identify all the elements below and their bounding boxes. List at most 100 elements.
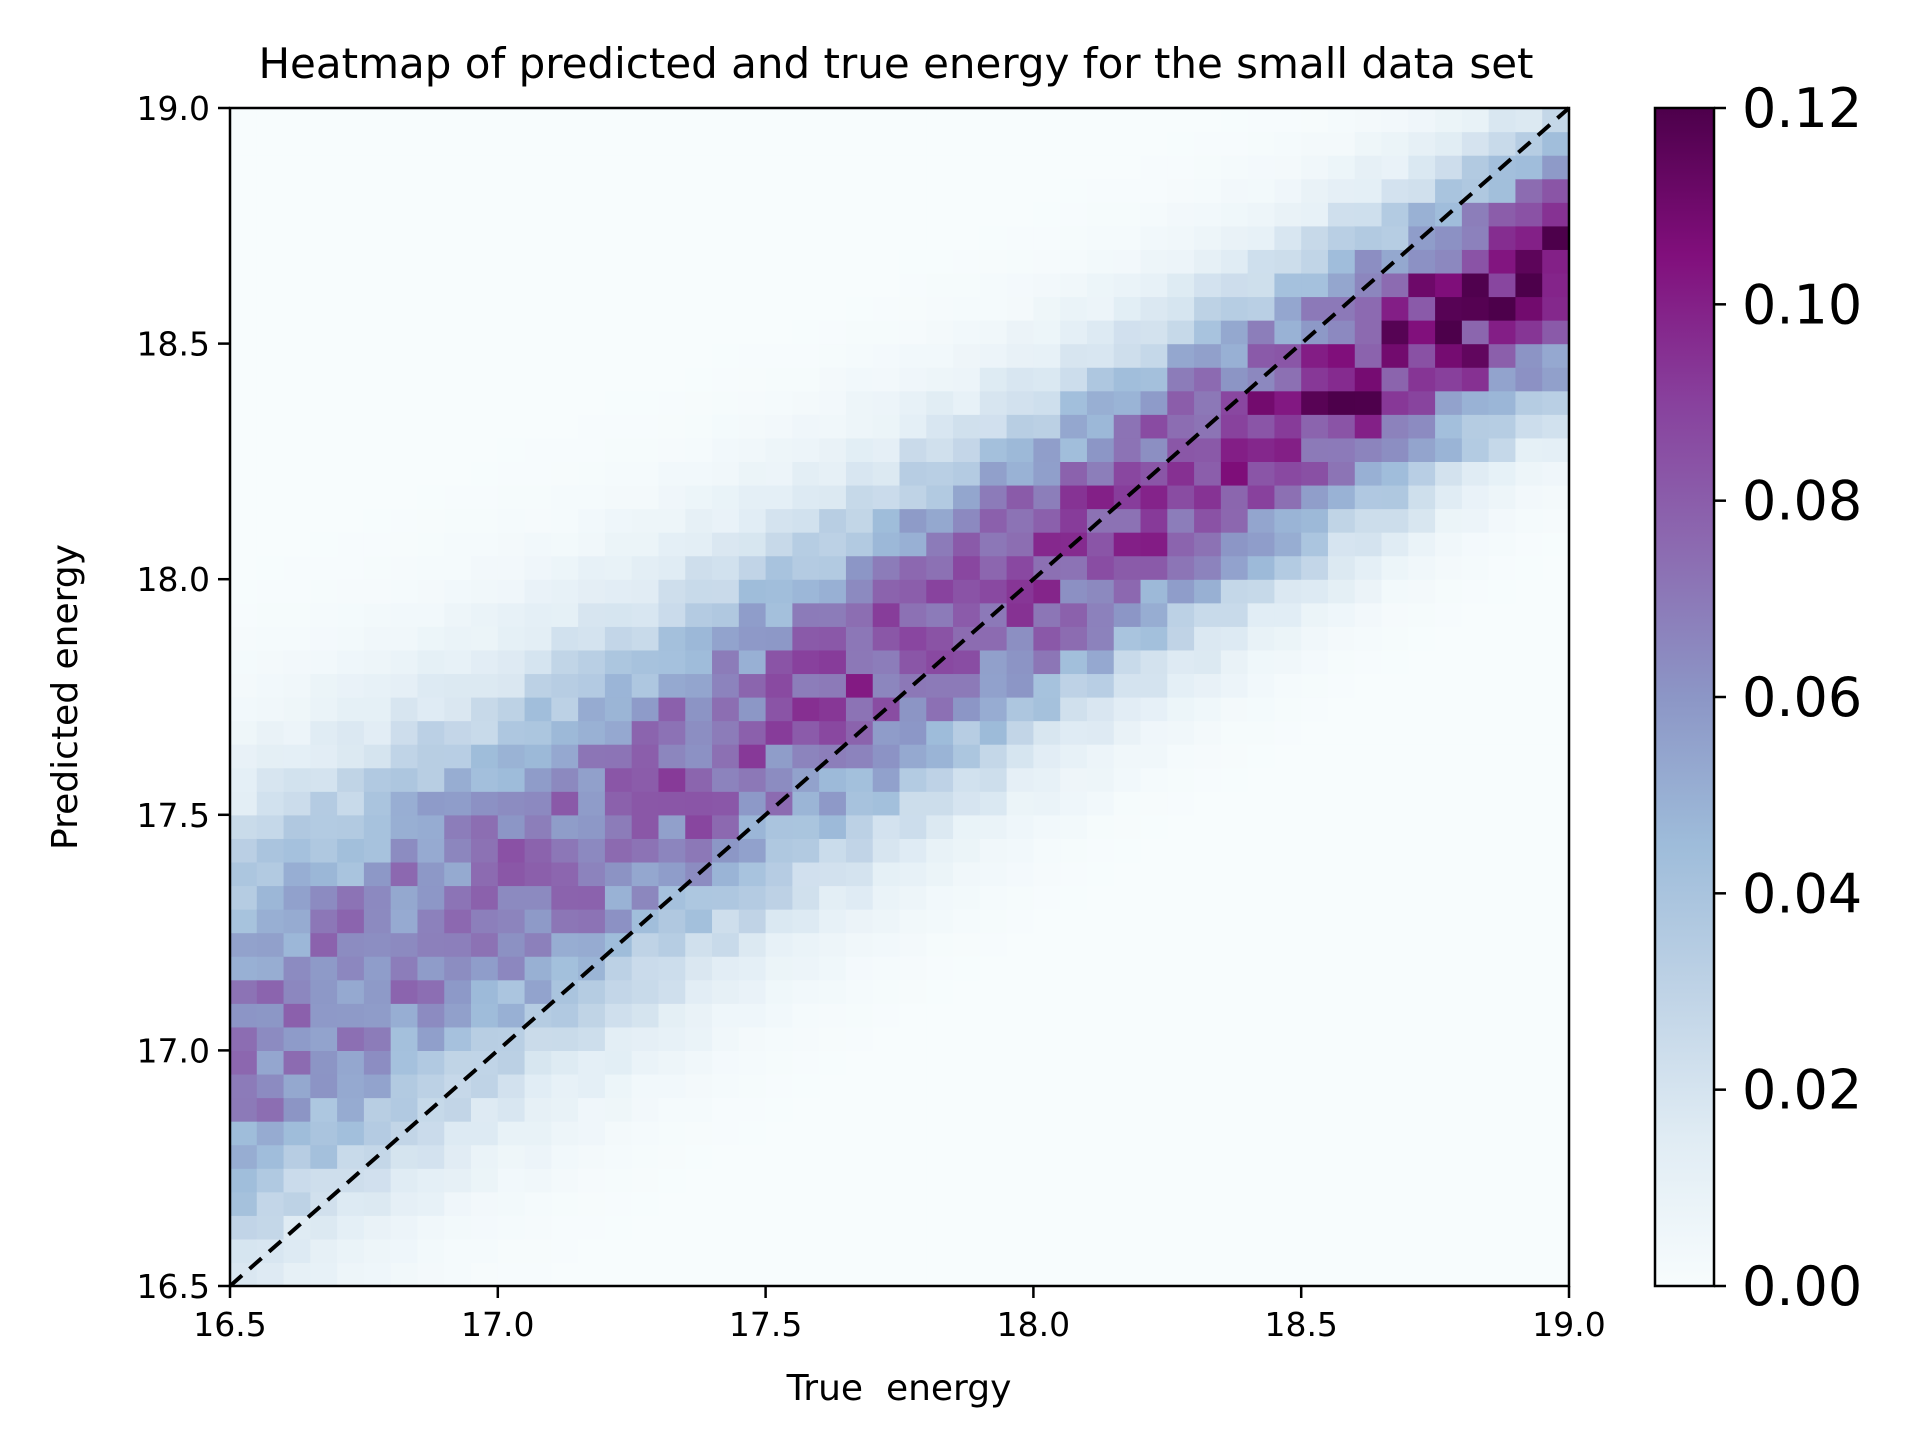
heatmap-cell — [1113, 1026, 1142, 1051]
heatmap-cell — [819, 1026, 847, 1051]
heatmap-cell — [604, 1073, 633, 1099]
heatmap-cell — [1381, 1026, 1409, 1051]
heatmap-cell — [872, 225, 901, 250]
heatmap-cell — [1220, 626, 1249, 651]
heatmap-cell — [604, 626, 633, 651]
heatmap-cell — [953, 202, 981, 227]
heatmap-cell — [363, 555, 392, 580]
heatmap-cell — [1140, 1073, 1168, 1099]
heatmap-cell — [1194, 1144, 1222, 1169]
heatmap-cell — [953, 555, 981, 580]
heatmap-cell — [1086, 461, 1115, 486]
heatmap-cell — [1327, 555, 1356, 580]
heatmap-cell — [1086, 602, 1115, 627]
heatmap-cell — [1033, 202, 1061, 227]
heatmap-cell — [792, 202, 820, 227]
heatmap-cell — [1194, 461, 1222, 486]
heatmap-cell — [658, 932, 686, 957]
heatmap-cell — [390, 249, 419, 274]
heatmap-cell — [953, 885, 981, 910]
heatmap-cell — [524, 484, 552, 510]
heatmap-cell — [1060, 697, 1088, 722]
heatmap-cell — [845, 1073, 874, 1099]
heatmap-cell — [471, 202, 499, 227]
heatmap-cell — [845, 343, 874, 368]
heatmap-cell — [738, 1144, 767, 1169]
heatmap-cell — [283, 791, 311, 816]
heatmap-cell — [765, 1238, 793, 1264]
heatmap-cell — [551, 579, 579, 604]
heatmap-cell — [1435, 1026, 1463, 1051]
heatmap-cell — [497, 1238, 526, 1264]
heatmap-cell — [283, 744, 311, 769]
heatmap-cell — [283, 1262, 311, 1287]
heatmap-cell — [792, 1215, 820, 1240]
heatmap-cell — [631, 720, 660, 745]
heatmap-cell — [1006, 249, 1034, 274]
heatmap-cell — [1515, 861, 1543, 887]
heatmap-cell — [1354, 626, 1383, 651]
heatmap-cell — [524, 390, 552, 415]
heatmap-cell — [1381, 131, 1409, 156]
heatmap-cell — [1381, 555, 1409, 580]
heatmap-cell — [631, 1097, 660, 1122]
heatmap-cell — [1086, 484, 1115, 510]
heatmap-cell — [1167, 932, 1195, 957]
heatmap-cell — [1488, 555, 1517, 580]
heatmap-cell — [1140, 1050, 1168, 1075]
heatmap-cell — [631, 249, 660, 274]
heatmap-cell — [363, 626, 392, 651]
heatmap-cell — [390, 1191, 419, 1216]
heatmap-cell — [471, 461, 499, 486]
heatmap-cell — [497, 131, 526, 156]
heatmap-cell — [872, 1026, 901, 1051]
heatmap-cell — [1515, 649, 1543, 675]
heatmap-cell — [926, 508, 954, 533]
heatmap-cell — [363, 414, 392, 439]
heatmap-cell — [1167, 131, 1195, 156]
heatmap-cell — [524, 437, 552, 462]
heatmap-cell — [363, 909, 392, 934]
heatmap-cell — [738, 1262, 767, 1287]
heatmap-cell — [256, 626, 285, 651]
heatmap-cell — [1327, 108, 1356, 133]
heatmap-cell — [1515, 602, 1543, 627]
heatmap-cell — [792, 508, 820, 533]
heatmap-cell — [792, 932, 820, 957]
heatmap-cell — [872, 1097, 901, 1122]
heatmap-cell — [845, 767, 874, 792]
heatmap-cell — [685, 272, 713, 298]
heatmap-cell — [658, 1121, 686, 1146]
heatmap-cell — [1408, 249, 1436, 274]
heatmap-cell — [1461, 320, 1490, 345]
heatmap-cell — [926, 131, 954, 156]
heatmap-cell — [444, 1026, 472, 1051]
heatmap-cell — [604, 1003, 633, 1028]
heatmap-cell — [953, 249, 981, 274]
heatmap-cell — [792, 390, 820, 415]
heatmap-cell — [658, 814, 686, 839]
heatmap-cell — [953, 861, 981, 887]
heatmap-cell — [1435, 649, 1463, 675]
heatmap-cell — [1354, 296, 1383, 321]
heatmap-cell — [792, 461, 820, 486]
heatmap-cell — [390, 1003, 419, 1028]
heatmap-cell — [1354, 861, 1383, 887]
heatmap-cell — [1247, 320, 1276, 345]
heatmap-cell — [1327, 767, 1356, 792]
heatmap-cell — [337, 202, 365, 227]
heatmap-cell — [551, 1262, 579, 1287]
heatmap-cell — [444, 1121, 472, 1146]
heatmap-cell — [230, 108, 258, 133]
heatmap-cell — [685, 343, 713, 368]
heatmap-cell — [1006, 838, 1034, 863]
heatmap-cell — [578, 697, 606, 722]
heatmap-cell — [337, 178, 365, 203]
heatmap-cell — [310, 296, 338, 321]
heatmap-cell — [685, 697, 713, 722]
heatmap-cell — [765, 1121, 793, 1146]
heatmap-cell — [1033, 437, 1061, 462]
heatmap-cell — [1140, 390, 1168, 415]
heatmap-cell — [685, 979, 713, 1004]
heatmap-cell — [551, 909, 579, 934]
